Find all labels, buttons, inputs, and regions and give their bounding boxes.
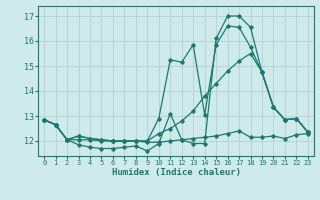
X-axis label: Humidex (Indice chaleur): Humidex (Indice chaleur) (111, 168, 241, 177)
